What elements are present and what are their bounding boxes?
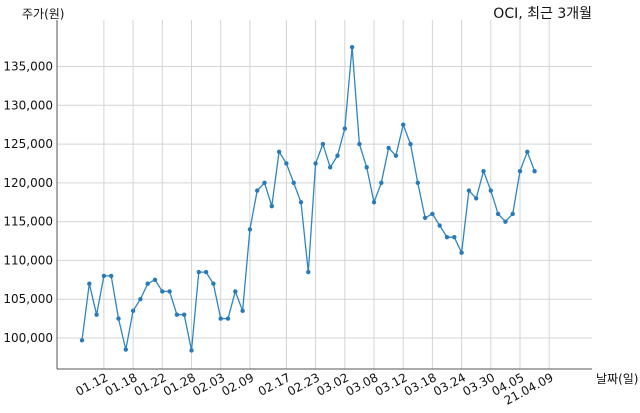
data-point [481,169,486,174]
data-point [182,312,187,317]
x-tick-label: 02.09 [219,370,256,398]
data-point [313,161,318,166]
data-point [101,273,107,279]
data-point [240,308,245,314]
data-point [393,153,399,158]
data-point [466,188,472,193]
data-point [94,312,99,317]
data-point [211,281,216,286]
data-point [247,227,253,232]
y-tick-label: 125,000 [3,137,53,151]
data-point [459,250,464,255]
data-point [262,180,267,186]
y-tick-label: 110,000 [3,253,53,267]
data-point [357,141,362,147]
data-point [138,297,143,302]
data-point [349,44,355,50]
data-point [415,180,420,186]
data-point [488,188,493,193]
data-point [79,338,85,343]
chart-title: OCI, 최근 3개월 [493,6,592,22]
data-point [196,269,201,275]
data-point [276,149,282,155]
y-tick-label: 100,000 [3,331,53,345]
data-point [452,234,457,240]
data-point [532,169,537,174]
data-point [328,165,333,170]
series [79,44,537,353]
data-point [517,169,523,174]
data-point [167,289,172,294]
data-point [255,188,260,193]
data-point [422,215,428,220]
y-tick-label: 130,000 [3,98,53,112]
y-axis-ticks: 100,000 105,000 110,000 115,000 120,000 125,0… [3,60,53,345]
data-point [342,126,347,131]
data-point [510,211,515,217]
data-point [109,273,114,279]
data-point [525,149,530,155]
grid [57,20,592,369]
data-point [371,200,377,205]
axes [56,20,592,370]
data-point [320,141,326,147]
data-point [444,234,450,240]
data-point [284,161,289,166]
y-axis-title: 주가(원) [22,7,64,21]
data-point [306,269,311,275]
data-point [437,223,442,228]
data-point [174,312,180,317]
y-tick-label: 135,000 [3,60,53,74]
x-axis-title: 날짜(일) [596,372,638,386]
data-point [160,289,165,294]
price-line [81,47,536,351]
data-point [298,200,304,205]
data-point [401,122,406,127]
data-point [225,316,231,321]
data-point [145,281,150,286]
data-point [218,316,223,321]
y-tick-label: 115,000 [3,215,53,229]
data-point [189,348,194,353]
data-point [123,347,128,352]
data-point [386,145,391,151]
data-point [430,211,435,217]
data-point [87,281,92,286]
data-point [152,277,158,283]
data-point [495,211,501,217]
data-point [269,203,274,209]
data-point [474,196,479,201]
data-point [408,141,413,147]
y-tick-label: 120,000 [3,176,53,190]
data-point [291,180,296,186]
data-point [503,219,508,224]
data-point [335,153,340,158]
data-point [203,269,209,275]
y-tick-label: 105,000 [3,292,53,306]
data-point [379,180,384,186]
data-point [364,165,369,170]
data-point [130,308,136,314]
data-point [116,316,121,321]
data-point [233,289,238,294]
